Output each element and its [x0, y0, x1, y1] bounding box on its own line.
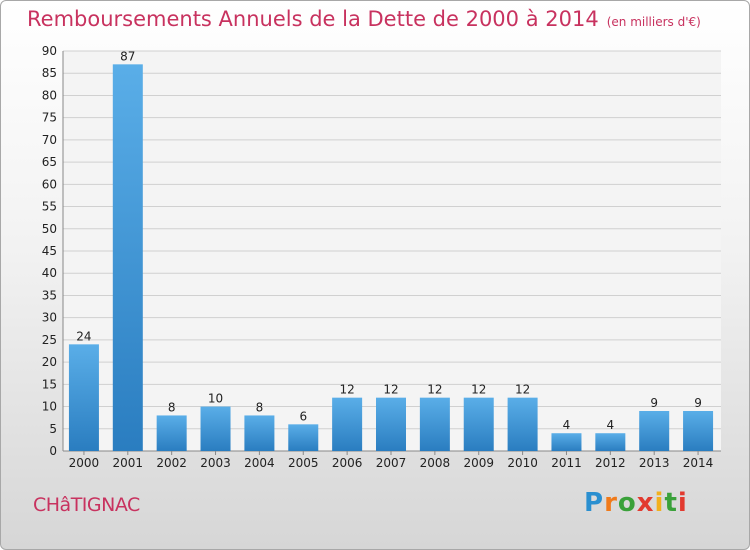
chart-title: Remboursements Annuels de la Dette de 20…	[27, 7, 701, 31]
data-label: 9	[694, 396, 702, 410]
x-tick-label: 2005	[288, 456, 319, 470]
y-tick-label: 60	[42, 177, 57, 191]
bar	[200, 406, 231, 451]
data-label: 12	[515, 383, 530, 397]
y-tick-label: 5	[49, 422, 57, 436]
x-tick-label: 2006	[332, 456, 363, 470]
bar	[419, 397, 450, 451]
y-tick-label: 65	[42, 155, 57, 169]
x-tick-label: 2003	[200, 456, 231, 470]
bar	[112, 64, 143, 452]
y-tick-label: 0	[49, 444, 57, 458]
data-label: 12	[471, 383, 486, 397]
y-tick-label: 45	[42, 244, 57, 258]
logo-letter: r	[604, 488, 618, 518]
y-tick-label: 30	[42, 311, 57, 325]
data-label: 12	[339, 383, 354, 397]
x-tick-label: 2000	[69, 456, 100, 470]
x-tick-label: 2001	[113, 456, 144, 470]
logo-letter: i	[654, 488, 665, 518]
y-tick-label: 70	[42, 133, 57, 147]
data-label: 12	[427, 383, 442, 397]
bar	[244, 415, 275, 451]
data-label: 6	[299, 409, 307, 423]
y-tick-label: 50	[42, 222, 57, 236]
data-label: 9	[650, 396, 658, 410]
bar	[507, 397, 538, 451]
y-tick-label: 55	[42, 200, 57, 214]
x-tick-label: 2014	[683, 456, 714, 470]
logo-letter: o	[617, 488, 637, 518]
y-tick-label: 20	[42, 355, 57, 369]
x-tick-label: 2008	[420, 456, 451, 470]
data-label: 10	[208, 392, 223, 406]
y-tick-label: 15	[42, 377, 57, 391]
data-label: 4	[607, 418, 615, 432]
x-tick-label: 2013	[639, 456, 670, 470]
title-text: Remboursements Annuels de la Dette de 20…	[27, 7, 599, 31]
y-tick-label: 40	[42, 266, 57, 280]
bar	[639, 411, 670, 451]
logo-letter: x	[636, 488, 655, 518]
y-tick-label: 90	[42, 44, 57, 58]
x-tick-label: 2011	[551, 456, 582, 470]
x-tick-label: 2004	[244, 456, 275, 470]
y-tick-label: 10	[42, 400, 57, 414]
data-label: 12	[383, 383, 398, 397]
data-label: 8	[168, 400, 176, 414]
proxiti-logo: Proxiti	[584, 488, 688, 518]
x-tick-label: 2002	[156, 456, 187, 470]
bar	[376, 397, 406, 451]
bar	[332, 397, 363, 451]
x-tick-label: 2007	[376, 456, 407, 470]
x-tick-label: 2009	[463, 456, 494, 470]
data-label: 4	[563, 418, 571, 432]
y-tick-label: 35	[42, 288, 57, 302]
bar	[551, 433, 582, 451]
bar	[683, 411, 714, 451]
logo-letter: i	[677, 488, 688, 518]
data-label: 8	[256, 400, 264, 414]
y-tick-label: 85	[42, 66, 57, 80]
logo-letter: t	[664, 488, 678, 518]
bar	[595, 433, 626, 451]
x-tick-label: 2010	[507, 456, 538, 470]
unit-label: (en milliers d'€)	[606, 15, 701, 29]
y-tick-label: 25	[42, 333, 57, 347]
bar	[288, 424, 319, 451]
data-label: 87	[120, 49, 135, 63]
x-tick-label: 2012	[595, 456, 626, 470]
bar	[156, 415, 187, 451]
logo-letter: P	[584, 488, 605, 518]
bar	[463, 397, 494, 451]
y-tick-label: 75	[42, 111, 57, 125]
data-label: 24	[76, 329, 91, 343]
commune-name: CHâTIGNAC	[33, 494, 140, 516]
bar	[68, 344, 99, 451]
y-tick-label: 80	[42, 88, 57, 102]
